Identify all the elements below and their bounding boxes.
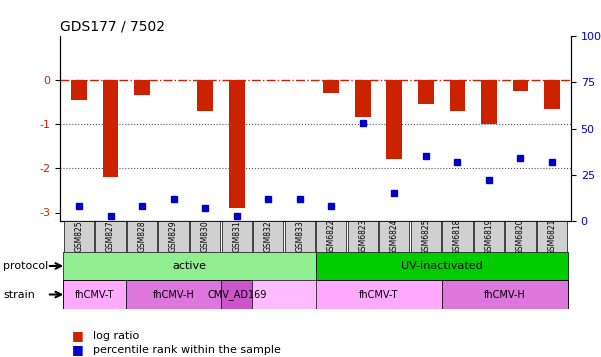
FancyBboxPatch shape xyxy=(284,280,316,309)
Text: GSM827: GSM827 xyxy=(106,221,115,252)
Text: fhCMV-T: fhCMV-T xyxy=(359,290,398,300)
Text: ■: ■ xyxy=(72,329,84,342)
FancyBboxPatch shape xyxy=(159,221,189,252)
FancyBboxPatch shape xyxy=(190,221,221,252)
FancyBboxPatch shape xyxy=(505,280,536,309)
FancyBboxPatch shape xyxy=(63,280,126,309)
FancyBboxPatch shape xyxy=(221,280,252,309)
Text: GSM831: GSM831 xyxy=(232,221,241,252)
Text: GSM832: GSM832 xyxy=(264,221,273,252)
Text: strain: strain xyxy=(3,290,35,300)
FancyBboxPatch shape xyxy=(96,221,126,252)
Text: GSM828: GSM828 xyxy=(138,221,147,252)
Bar xyxy=(103,80,118,177)
Bar xyxy=(386,80,402,160)
Text: fhCMV-H: fhCMV-H xyxy=(153,290,195,300)
Bar xyxy=(355,80,371,117)
Text: CMV_AD169: CMV_AD169 xyxy=(207,289,266,300)
FancyBboxPatch shape xyxy=(316,280,442,309)
FancyBboxPatch shape xyxy=(126,280,158,309)
FancyBboxPatch shape xyxy=(537,221,567,252)
Bar xyxy=(418,80,434,104)
FancyBboxPatch shape xyxy=(252,280,284,309)
Bar xyxy=(323,80,339,93)
FancyBboxPatch shape xyxy=(221,280,252,309)
Text: GSM6821: GSM6821 xyxy=(548,218,557,255)
Text: GSM6822: GSM6822 xyxy=(327,218,336,255)
FancyBboxPatch shape xyxy=(442,280,568,309)
FancyBboxPatch shape xyxy=(442,221,472,252)
Text: GSM830: GSM830 xyxy=(201,221,210,252)
FancyBboxPatch shape xyxy=(158,280,189,309)
FancyBboxPatch shape xyxy=(474,221,504,252)
FancyBboxPatch shape xyxy=(379,221,409,252)
Text: fhCMV-T: fhCMV-T xyxy=(75,290,114,300)
FancyBboxPatch shape xyxy=(410,221,441,252)
Bar xyxy=(481,80,497,124)
FancyBboxPatch shape xyxy=(348,221,378,252)
Text: UV-inactivated: UV-inactivated xyxy=(401,261,483,271)
FancyBboxPatch shape xyxy=(253,221,283,252)
FancyBboxPatch shape xyxy=(316,221,346,252)
FancyBboxPatch shape xyxy=(189,280,221,309)
FancyBboxPatch shape xyxy=(410,280,442,309)
Text: GSM6819: GSM6819 xyxy=(484,218,493,255)
Bar xyxy=(450,80,465,111)
Bar xyxy=(134,80,150,95)
FancyBboxPatch shape xyxy=(347,280,379,309)
Text: percentile rank within the sample: percentile rank within the sample xyxy=(93,345,281,355)
FancyBboxPatch shape xyxy=(222,221,252,252)
FancyBboxPatch shape xyxy=(63,252,316,280)
FancyBboxPatch shape xyxy=(95,280,126,309)
Bar xyxy=(544,80,560,109)
Text: log ratio: log ratio xyxy=(93,331,139,341)
FancyBboxPatch shape xyxy=(285,221,315,252)
Bar xyxy=(197,80,213,111)
Text: active: active xyxy=(172,261,206,271)
Text: GSM6818: GSM6818 xyxy=(453,218,462,255)
Bar xyxy=(513,80,528,91)
Text: GSM6824: GSM6824 xyxy=(390,218,399,255)
Text: ■: ■ xyxy=(72,343,84,356)
Text: GSM6823: GSM6823 xyxy=(358,218,367,255)
Text: GSM833: GSM833 xyxy=(295,221,304,252)
FancyBboxPatch shape xyxy=(505,221,535,252)
FancyBboxPatch shape xyxy=(316,252,568,280)
Text: GDS177 / 7502: GDS177 / 7502 xyxy=(60,19,165,33)
FancyBboxPatch shape xyxy=(536,280,568,309)
Text: protocol: protocol xyxy=(3,261,48,271)
FancyBboxPatch shape xyxy=(63,280,95,309)
FancyBboxPatch shape xyxy=(64,221,94,252)
Text: GSM6825: GSM6825 xyxy=(421,218,430,255)
FancyBboxPatch shape xyxy=(442,280,473,309)
Text: GSM6820: GSM6820 xyxy=(516,218,525,255)
FancyBboxPatch shape xyxy=(316,280,347,309)
Bar xyxy=(229,80,245,208)
FancyBboxPatch shape xyxy=(379,280,410,309)
FancyBboxPatch shape xyxy=(473,280,505,309)
Text: GSM829: GSM829 xyxy=(169,221,178,252)
Text: GSM825: GSM825 xyxy=(75,221,84,252)
Bar xyxy=(71,80,87,100)
FancyBboxPatch shape xyxy=(127,221,157,252)
Text: fhCMV-H: fhCMV-H xyxy=(484,290,526,300)
FancyBboxPatch shape xyxy=(126,280,221,309)
